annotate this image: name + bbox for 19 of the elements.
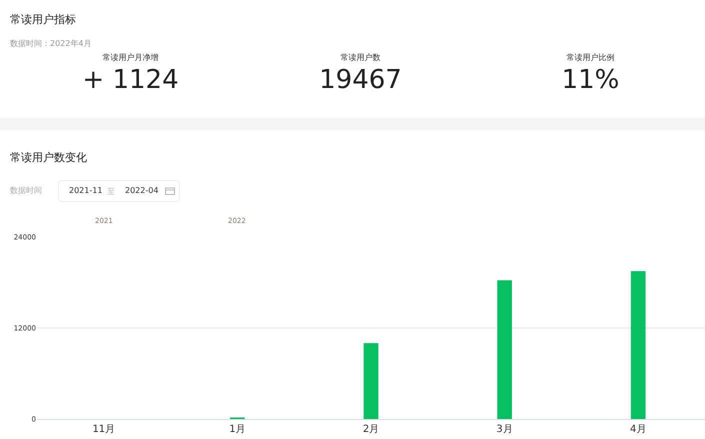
bar bbox=[497, 280, 512, 419]
x-tick-label: 1月 bbox=[229, 424, 246, 435]
x-tick-label: 3月 bbox=[496, 424, 513, 435]
text: 11% bbox=[560, 65, 620, 95]
text: 常读用户比例 bbox=[566, 52, 616, 63]
text: 常读用户月净增 bbox=[102, 52, 160, 63]
x-tick-label: 4月 bbox=[630, 424, 646, 435]
text: 数据时间：2022年4月 bbox=[10, 38, 92, 49]
x-tick-label: 2月 bbox=[362, 424, 380, 435]
chart-title: 常读用户数变化 bbox=[10, 150, 87, 165]
text: 19467 bbox=[318, 65, 403, 95]
bar bbox=[364, 343, 378, 419]
text: 数据时间 bbox=[10, 185, 42, 196]
date-field: 2021-11 至 2022-04 bbox=[58, 180, 180, 202]
x-tick-label: 11月 bbox=[92, 424, 116, 435]
text: + 1124 bbox=[81, 65, 180, 95]
text: 常读用户数 bbox=[340, 52, 382, 63]
text: 常读用户指标 bbox=[10, 12, 76, 27]
bar bbox=[630, 271, 646, 419]
